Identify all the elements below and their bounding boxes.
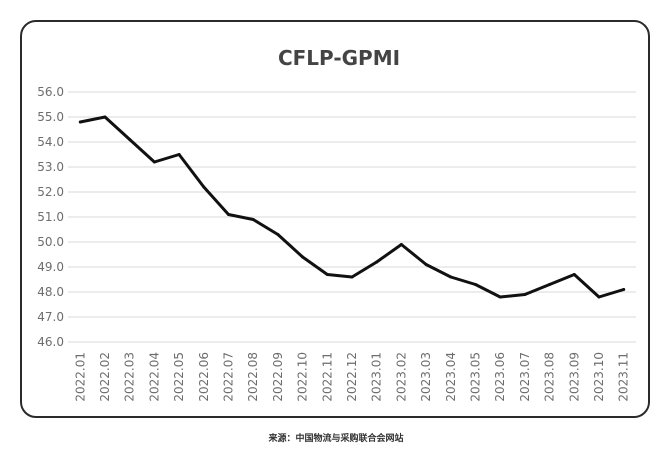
data-point (473, 283, 477, 286)
data-point (251, 218, 255, 221)
x-tick-label: 2023.04 (444, 352, 458, 402)
y-tick-label: 52.0 (37, 185, 64, 199)
data-point (523, 293, 527, 296)
data-point (350, 275, 354, 279)
y-tick-label: 55.0 (37, 110, 64, 124)
data-point (152, 160, 156, 164)
data-point (276, 233, 280, 236)
y-tick-label: 53.0 (37, 160, 64, 174)
data-point (399, 243, 403, 246)
grid-lines (68, 91, 636, 343)
x-tick-label: 2023.05 (468, 352, 482, 402)
chart-frame (20, 20, 650, 418)
y-tick-label: 51.0 (37, 210, 64, 224)
data-point (177, 153, 181, 156)
x-tick-label: 2022.09 (271, 352, 285, 402)
x-tick-label: 2022.08 (246, 352, 260, 402)
x-tick-label: 2023.08 (543, 352, 557, 402)
x-tick-label: 2022.01 (73, 352, 87, 402)
data-point (498, 295, 502, 299)
x-tick-label: 2022.02 (98, 352, 112, 402)
data-point (597, 295, 601, 299)
x-tick-label: 2022.11 (320, 352, 334, 402)
x-tick-label: 2022.07 (222, 352, 236, 402)
series-line (78, 115, 626, 299)
x-tick-label: 2023.07 (518, 352, 532, 402)
x-tick-label: 2022.06 (197, 352, 211, 402)
x-tick-label: 2023.02 (394, 352, 408, 402)
data-point (424, 263, 428, 266)
x-axis-ticks: 2022.01 2022.02 2022.03 2022.04 2022.05 2022.… (73, 352, 630, 402)
data-point (78, 120, 82, 124)
data-point (325, 273, 329, 276)
y-tick-label: 54.0 (37, 135, 64, 149)
y-tick-label: 46.0 (37, 335, 64, 349)
x-tick-label: 2022.10 (296, 352, 310, 402)
x-tick-label: 2022.03 (123, 352, 137, 402)
data-point (548, 283, 552, 286)
x-tick-label: 2023.11 (617, 352, 631, 402)
chart-title: CFLP-GPMI (278, 46, 400, 70)
data-point (128, 138, 132, 141)
x-tick-label: 2023.09 (567, 352, 581, 402)
y-tick-label: 56.0 (37, 85, 64, 99)
x-tick-label: 2022.05 (172, 352, 186, 402)
data-point (301, 255, 305, 259)
y-tick-label: 49.0 (37, 260, 64, 274)
y-tick-label: 50.0 (37, 235, 64, 249)
source-caption: 来源：中国物流与采购联合会网站 (268, 434, 404, 444)
data-point (202, 185, 206, 189)
x-tick-label: 2022.04 (147, 352, 161, 402)
x-tick-label: 2023.06 (493, 352, 507, 402)
x-tick-label: 2023.01 (370, 352, 384, 402)
x-tick-label: 2023.03 (419, 352, 433, 402)
data-point (227, 213, 231, 216)
y-axis-ticks: 46.0 47.0 48.0 49.0 50.0 51.0 52.0 53.0 54.0 55.0… (37, 85, 64, 349)
x-tick-label: 2023.10 (592, 352, 606, 402)
data-point (103, 115, 107, 119)
y-tick-label: 48.0 (37, 285, 64, 299)
data-point (375, 260, 379, 264)
series-layer (78, 115, 626, 299)
data-point (622, 288, 626, 291)
data-point (572, 273, 576, 276)
y-tick-label: 47.0 (37, 310, 64, 324)
data-point (449, 275, 453, 279)
x-tick-label: 2022.12 (345, 352, 359, 402)
